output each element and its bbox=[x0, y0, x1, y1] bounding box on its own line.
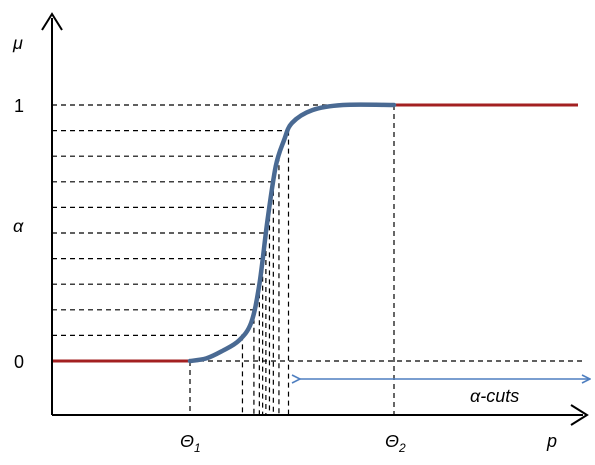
level-one-label: 1 bbox=[14, 96, 24, 116]
dashed-guides bbox=[52, 104, 585, 415]
theta1-subscript: 1 bbox=[194, 441, 201, 455]
y-axis-label: μ bbox=[12, 33, 23, 53]
theta2-subscript: 2 bbox=[398, 441, 406, 455]
theta2-label: Θ2 bbox=[385, 431, 406, 455]
theta1-symbol: Θ bbox=[180, 431, 194, 451]
x-axis bbox=[52, 404, 589, 426]
membership-curve bbox=[187, 102, 397, 364]
theta1-label: Θ1 bbox=[180, 431, 201, 455]
level-zero-label: 0 bbox=[14, 352, 24, 372]
theta2-symbol: Θ bbox=[385, 431, 399, 451]
x-axis-label: p bbox=[546, 431, 557, 451]
y-axis-arrowhead bbox=[41, 12, 63, 31]
alpha-cuts-label: α-cuts bbox=[470, 386, 519, 406]
x-axis-arrowhead bbox=[570, 404, 589, 426]
alpha-label: α bbox=[13, 216, 24, 236]
y-axis bbox=[41, 12, 63, 415]
